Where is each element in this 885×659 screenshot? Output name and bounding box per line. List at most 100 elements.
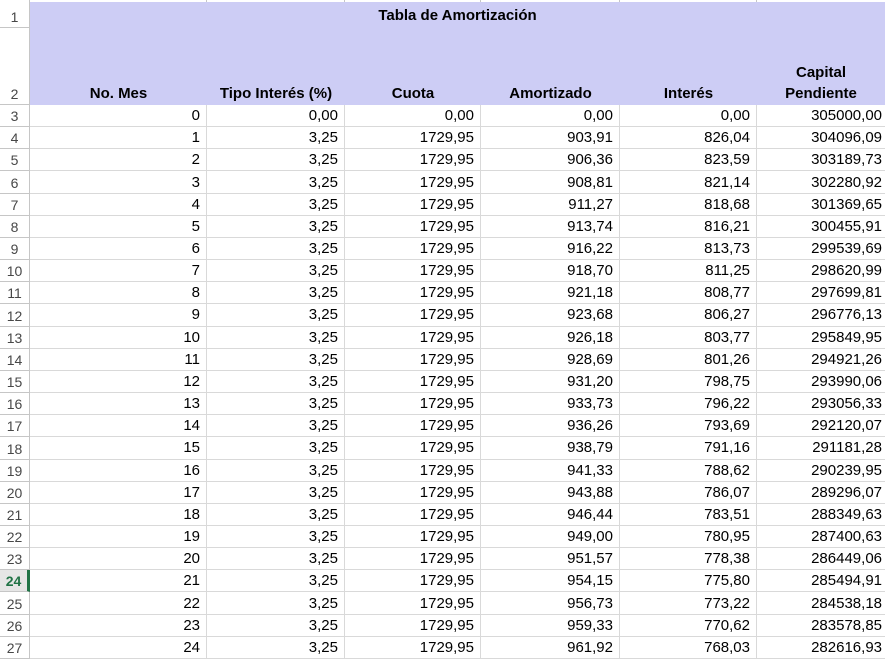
cell[interactable]: 305000,00 [757,105,885,128]
cell[interactable]: 16 [30,459,207,482]
cell[interactable]: 923,68 [481,304,620,327]
cell[interactable]: 21 [30,570,207,593]
cell[interactable]: 1729,95 [345,437,481,460]
cell[interactable]: 301369,65 [757,194,885,216]
cell[interactable]: 292120,07 [757,415,885,438]
row-header[interactable]: 9 [0,237,30,261]
cell[interactable]: 956,73 [481,592,620,615]
cell[interactable]: 943,88 [481,481,620,504]
row-header[interactable]: 6 [0,171,30,194]
cell[interactable]: 0,00 [620,105,757,128]
cell[interactable]: 282616,93 [757,637,885,659]
cell[interactable]: 4 [30,193,207,216]
cell[interactable]: 1729,95 [345,614,481,637]
cell[interactable]: 24 [30,636,207,659]
row-header[interactable]: 7 [0,193,30,216]
cell[interactable]: 1729,95 [345,348,481,371]
cell[interactable]: 303189,73 [757,149,885,172]
cell[interactable]: 1729,95 [345,548,481,571]
row-header[interactable]: 3 [0,105,30,128]
cell[interactable]: 918,70 [481,260,620,283]
cell[interactable]: 1729,95 [345,570,481,593]
cell[interactable]: 14 [30,415,207,438]
row-header[interactable]: 23 [0,548,30,571]
cell[interactable]: 793,69 [620,415,757,438]
cell[interactable]: 5 [30,215,207,238]
cell[interactable]: 3,25 [207,171,345,194]
cell[interactable]: 803,77 [620,326,757,349]
cell[interactable]: 1729,95 [345,326,481,349]
cell[interactable]: 951,57 [481,548,620,571]
cell[interactable]: 1729,95 [345,127,481,150]
row-header[interactable]: 22 [0,525,30,549]
cell[interactable]: 302280,92 [757,171,885,194]
cell[interactable]: 806,27 [620,304,757,327]
row-header[interactable]: 10 [0,260,30,283]
cell[interactable]: 770,62 [620,614,757,637]
cell[interactable]: 928,69 [481,348,620,371]
cell[interactable]: 3,25 [207,503,345,526]
cell[interactable]: 293990,06 [757,371,885,394]
cell[interactable]: 949,00 [481,525,620,549]
column-header-interes[interactable]: Interés [620,28,757,105]
cell[interactable]: 1729,95 [345,370,481,394]
cell[interactable]: 1729,95 [345,171,481,194]
cell[interactable]: 786,07 [620,481,757,504]
title-cell[interactable]: Tabla de Amortización [30,2,885,28]
cell[interactable]: 3,25 [207,326,345,349]
cell[interactable]: 3,25 [207,260,345,283]
cell[interactable]: 8 [30,282,207,305]
cell[interactable]: 296776,13 [757,304,885,327]
cell[interactable]: 284538,18 [757,592,885,615]
row-header[interactable]: 21 [0,503,30,526]
cell[interactable]: 906,36 [481,149,620,172]
cell[interactable]: 783,51 [620,503,757,526]
cell[interactable]: 299539,69 [757,238,885,261]
cell[interactable]: 10 [30,326,207,349]
row-header[interactable]: 13 [0,326,30,349]
cell[interactable]: 796,22 [620,393,757,416]
cell[interactable]: 3,25 [207,237,345,261]
cell[interactable]: 290239,95 [757,460,885,482]
cell[interactable]: 0,00 [481,105,620,128]
cell[interactable]: 20 [30,548,207,571]
cell[interactable]: 295849,95 [757,327,885,349]
row-header[interactable]: 16 [0,393,30,416]
cell[interactable]: 780,95 [620,525,757,549]
row-header[interactable]: 5 [0,149,30,172]
cell[interactable]: 1729,95 [345,592,481,615]
row-header[interactable]: 17 [0,415,30,438]
cell[interactable]: 773,22 [620,592,757,615]
cell[interactable]: 823,59 [620,149,757,172]
cell[interactable]: 959,33 [481,614,620,637]
cell[interactable]: 15 [30,437,207,460]
cell[interactable]: 6 [30,237,207,261]
cell[interactable]: 768,03 [620,636,757,659]
column-header-amortizado[interactable]: Amortizado [481,28,620,105]
column-header-tipo-interes[interactable]: Tipo Interés (%) [207,28,345,105]
cell[interactable]: 775,80 [620,570,757,593]
cell[interactable]: 0,00 [207,105,345,128]
cell[interactable]: 954,15 [481,570,620,593]
cell[interactable]: 291181,28 [757,437,885,460]
cell[interactable]: 921,18 [481,282,620,305]
cell[interactable]: 3,25 [207,437,345,460]
cell[interactable]: 288349,63 [757,504,885,526]
cell[interactable]: 3,25 [207,348,345,371]
cell[interactable]: 3,25 [207,127,345,150]
cell[interactable]: 22 [30,592,207,615]
column-header-cuota[interactable]: Cuota [345,28,481,105]
cell[interactable]: 3,25 [207,393,345,416]
row-header[interactable]: 27 [0,636,30,659]
cell[interactable]: 916,22 [481,237,620,261]
cell[interactable]: 3,25 [207,193,345,216]
cell[interactable]: 931,20 [481,370,620,394]
cell[interactable]: 818,68 [620,193,757,216]
cell[interactable]: 3,25 [207,570,345,593]
cell[interactable]: 1729,95 [345,636,481,659]
cell[interactable]: 1729,95 [345,459,481,482]
cell[interactable]: 1729,95 [345,304,481,327]
cell[interactable]: 0 [30,105,207,128]
row-header[interactable]: 25 [0,592,30,615]
cell[interactable]: 936,26 [481,415,620,438]
